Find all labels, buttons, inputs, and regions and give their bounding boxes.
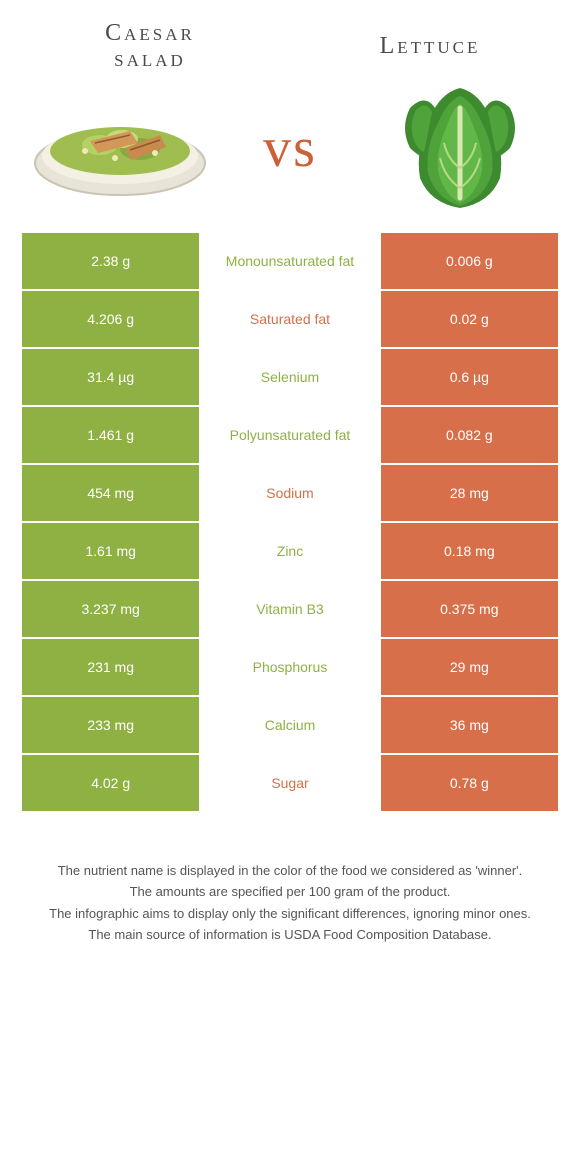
- right-value-cell: 0.006 g: [381, 233, 558, 289]
- footer-line: The infographic aims to display only the…: [30, 904, 550, 924]
- right-value-cell: 0.78 g: [381, 755, 558, 811]
- nutrient-label-cell: Vitamin B3: [201, 581, 378, 637]
- right-value-cell: 0.02 g: [381, 291, 558, 347]
- right-value-cell: 28 mg: [381, 465, 558, 521]
- images-row: vs: [0, 73, 580, 233]
- nutrient-label-cell: Polyunsaturated fat: [201, 407, 378, 463]
- left-value-cell: 3.237 mg: [22, 581, 199, 637]
- table-row: 2.38 gMonounsaturated fat0.006 g: [22, 233, 558, 289]
- right-value-cell: 36 mg: [381, 697, 558, 753]
- right-value-cell: 29 mg: [381, 639, 558, 695]
- header: Caesar salad Lettuce: [0, 0, 580, 73]
- right-value-cell: 0.082 g: [381, 407, 558, 463]
- lettuce-image: [370, 83, 550, 213]
- left-value-cell: 454 mg: [22, 465, 199, 521]
- table-row: 4.206 gSaturated fat0.02 g: [22, 291, 558, 347]
- left-value-cell: 4.02 g: [22, 755, 199, 811]
- table-row: 31.4 µgSelenium0.6 µg: [22, 349, 558, 405]
- table-row: 231 mgPhosphorus29 mg: [22, 639, 558, 695]
- nutrient-label-cell: Phosphorus: [201, 639, 378, 695]
- left-value-cell: 31.4 µg: [22, 349, 199, 405]
- table-row: 1.61 mgZinc0.18 mg: [22, 523, 558, 579]
- nutrient-table: 2.38 gMonounsaturated fat0.006 g4.206 gS…: [22, 233, 558, 811]
- title-text: salad: [50, 46, 250, 72]
- nutrient-label-cell: Selenium: [201, 349, 378, 405]
- table-row: 233 mgCalcium36 mg: [22, 697, 558, 753]
- right-value-cell: 0.375 mg: [381, 581, 558, 637]
- nutrient-label-cell: Monounsaturated fat: [201, 233, 378, 289]
- table-row: 4.02 gSugar0.78 g: [22, 755, 558, 811]
- left-value-cell: 233 mg: [22, 697, 199, 753]
- title-text: Caesar: [50, 20, 250, 46]
- left-value-cell: 1.461 g: [22, 407, 199, 463]
- nutrient-label-cell: Calcium: [201, 697, 378, 753]
- nutrient-label-cell: Sodium: [201, 465, 378, 521]
- vs-label: vs: [263, 116, 317, 180]
- footer-line: The nutrient name is displayed in the co…: [30, 861, 550, 881]
- right-food-title: Lettuce: [330, 33, 530, 59]
- nutrient-label-cell: Sugar: [201, 755, 378, 811]
- caesar-salad-image: [30, 83, 210, 213]
- nutrient-label-cell: Zinc: [201, 523, 378, 579]
- table-row: 1.461 gPolyunsaturated fat0.082 g: [22, 407, 558, 463]
- nutrient-label-cell: Saturated fat: [201, 291, 378, 347]
- table-row: 454 mgSodium28 mg: [22, 465, 558, 521]
- title-text: Lettuce: [330, 33, 530, 59]
- left-value-cell: 231 mg: [22, 639, 199, 695]
- left-value-cell: 4.206 g: [22, 291, 199, 347]
- footer-line: The amounts are specified per 100 gram o…: [30, 882, 550, 902]
- table-row: 3.237 mgVitamin B30.375 mg: [22, 581, 558, 637]
- footer-line: The main source of information is USDA F…: [30, 925, 550, 945]
- footer-notes: The nutrient name is displayed in the co…: [30, 861, 550, 945]
- left-value-cell: 1.61 mg: [22, 523, 199, 579]
- right-value-cell: 0.6 µg: [381, 349, 558, 405]
- right-value-cell: 0.18 mg: [381, 523, 558, 579]
- left-food-title: Caesar salad: [50, 20, 250, 73]
- left-value-cell: 2.38 g: [22, 233, 199, 289]
